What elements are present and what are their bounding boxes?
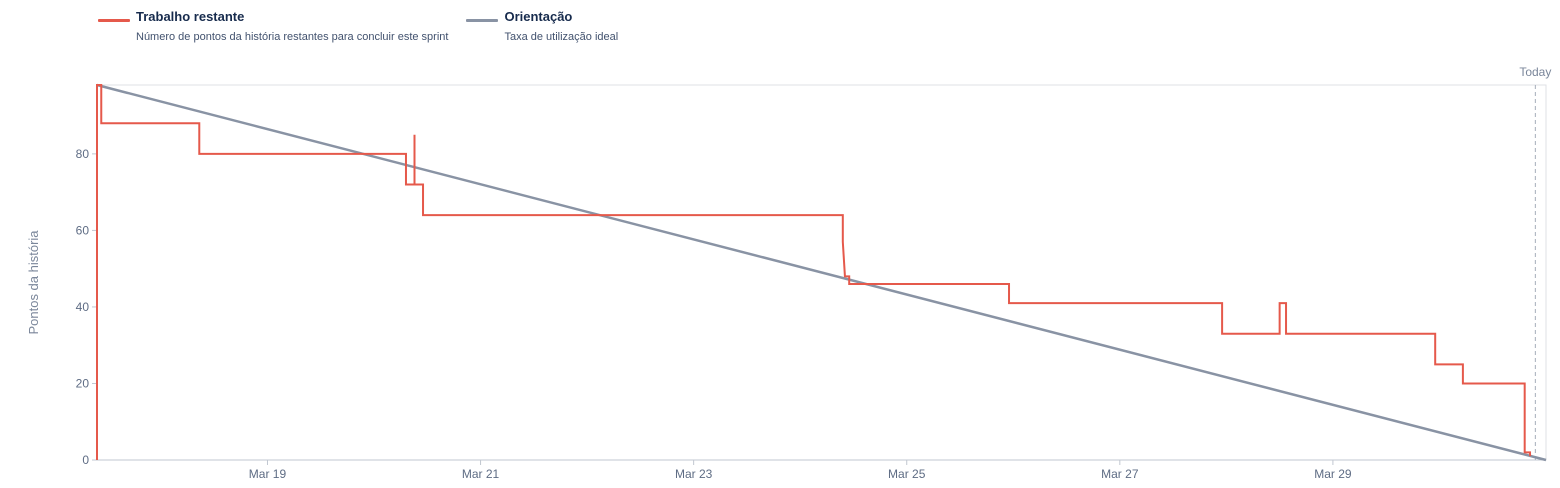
legend-title-guideline: Orientação (504, 9, 573, 24)
y-tick-label: 0 (82, 453, 89, 467)
y-tick-label: 60 (76, 223, 90, 237)
legend-description-remaining-work: Número de pontos da história restantes p… (136, 31, 449, 43)
y-tick-label: 20 (76, 376, 90, 390)
y-axis-title: Pontos da história (26, 230, 41, 335)
legend-swatch-remaining-work (98, 19, 130, 22)
today-label: Today (1519, 65, 1551, 79)
x-tick-label: Mar 27 (1101, 467, 1139, 481)
x-tick-label: Mar 21 (462, 467, 500, 481)
legend-description-guideline: Taxa de utilização ideal (504, 31, 619, 43)
series-line-guideline[interactable] (96, 83, 1547, 462)
x-tick-label: Mar 19 (249, 467, 287, 481)
x-tick-label: Mar 29 (1314, 467, 1352, 481)
series-line-remaining-work[interactable] (96, 84, 1532, 460)
legend-title-remaining-work: Trabalho restante (136, 9, 245, 24)
chart-legend: Trabalho restante Número de pontos da hi… (98, 8, 618, 45)
series-layer (96, 83, 1547, 462)
legend-item-guideline[interactable]: Orientação Taxa de utilização ideal (466, 8, 618, 45)
x-axis: Mar 19 Mar 21 Mar 23 Mar 25 Mar 27 Mar 29 (97, 459, 1546, 481)
legend-item-remaining-work[interactable]: Trabalho restante Número de pontos da hi… (98, 8, 448, 45)
y-axis: 0 20 40 60 80 (76, 85, 98, 467)
x-tick-label: Mar 23 (675, 467, 713, 481)
y-tick-label: 80 (76, 147, 90, 161)
x-tick-label: Mar 25 (888, 467, 926, 481)
y-tick-label: 40 (76, 300, 90, 314)
legend-swatch-guideline (466, 19, 499, 22)
